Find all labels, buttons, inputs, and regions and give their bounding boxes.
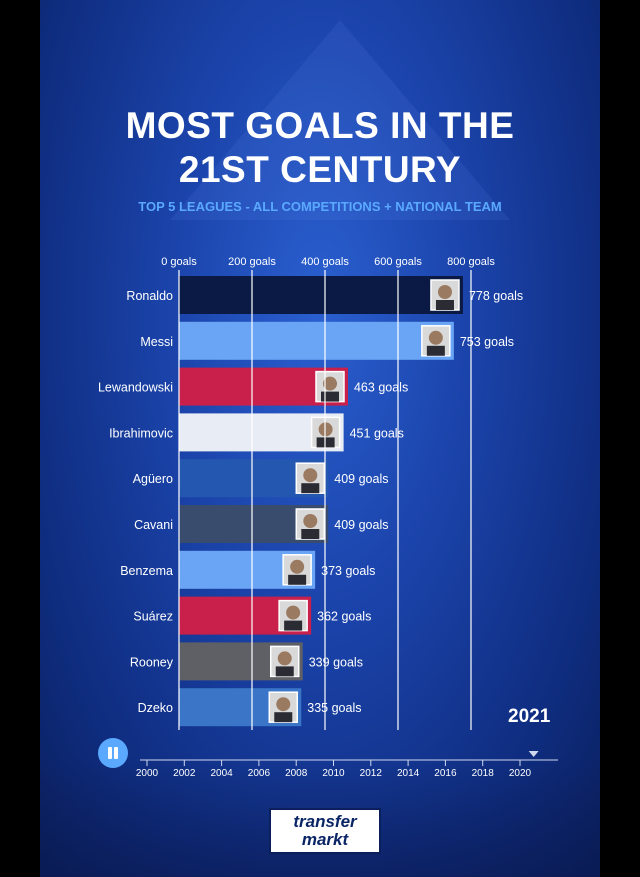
background-triangle — [170, 20, 510, 220]
category-label-7: Suárez — [133, 610, 173, 624]
current-year-label: 2021 — [508, 706, 551, 727]
chart-title: MOST GOALS IN THE 21ST CENTURY — [40, 104, 600, 192]
timeline-label-6: 2012 — [360, 768, 383, 779]
value-label-6: 373 goals — [321, 564, 375, 578]
x-tick-label-0: 0 goals — [161, 256, 197, 268]
value-label-2: 463 goals — [354, 381, 408, 395]
category-label-2: Lewandowski — [98, 381, 173, 395]
player-shirt-3 — [316, 437, 335, 448]
bar-0 — [179, 276, 463, 314]
player-shirt-2 — [320, 391, 339, 402]
value-label-7: 362 goals — [317, 610, 371, 624]
x-tick-label-4: 800 goals — [447, 256, 495, 268]
timeline-label-7: 2014 — [397, 768, 420, 779]
logo-line-2: markt — [301, 830, 349, 849]
player-face-9 — [276, 697, 291, 712]
player-shirt-5 — [301, 529, 320, 539]
timeline-marker — [528, 751, 539, 757]
player-face-1 — [428, 330, 443, 345]
player-shirt-7 — [284, 620, 303, 631]
player-shirt-1 — [426, 345, 445, 356]
player-face-4 — [303, 468, 318, 483]
player-shirt-8 — [275, 666, 294, 677]
x-tick-label-2: 400 goals — [301, 256, 349, 268]
player-shirt-0 — [435, 300, 454, 310]
pause-button[interactable] — [98, 738, 128, 768]
category-label-1: Messi — [140, 335, 173, 349]
title-line-2: 21ST CENTURY — [178, 149, 462, 190]
bar-1 — [179, 321, 454, 360]
transfermarkt-logo: transfer markt — [269, 808, 381, 854]
player-shirt-4 — [301, 483, 320, 494]
value-label-4: 409 goals — [334, 472, 388, 486]
value-label-8: 339 goals — [309, 655, 363, 669]
player-face-8 — [277, 651, 292, 666]
player-shirt-6 — [288, 574, 307, 585]
timeline-label-3: 2006 — [248, 768, 271, 779]
category-label-6: Benzema — [120, 564, 173, 578]
value-label-9: 335 goals — [307, 701, 361, 715]
timeline-label-1: 2002 — [173, 768, 196, 779]
player-face-3 — [318, 422, 333, 437]
player-shirt-9 — [274, 712, 293, 723]
category-label-9: Dzeko — [138, 701, 173, 715]
category-label-8: Rooney — [130, 655, 174, 669]
timeline-label-4: 2008 — [285, 768, 308, 779]
x-tick-label-1: 200 goals — [228, 256, 276, 268]
category-label-4: Agüero — [133, 472, 173, 486]
logo-line-1: transfer — [293, 812, 357, 831]
infographic-canvas: MOST GOALS IN THE 21ST CENTURY TOP 5 LEA… — [40, 0, 600, 877]
player-face-5 — [303, 514, 318, 528]
player-face-7 — [286, 605, 301, 620]
pause-icon-bar — [114, 747, 118, 759]
x-tick-label-3: 600 goals — [374, 256, 422, 268]
player-face-6 — [290, 559, 305, 574]
timeline-label-5: 2010 — [322, 768, 345, 779]
value-label-5: 409 goals — [334, 518, 388, 532]
value-label-3: 451 goals — [350, 426, 404, 440]
title-line-1: MOST GOALS IN THE — [125, 105, 515, 146]
category-label-0: Ronaldo — [126, 289, 173, 303]
timeline-label-0: 2000 — [136, 768, 159, 779]
value-label-1: 753 goals — [460, 335, 514, 349]
player-face-0 — [437, 285, 452, 299]
timeline-label-2: 2004 — [210, 768, 233, 779]
category-label-5: Cavani — [134, 518, 173, 532]
value-label-0: 778 goals — [469, 289, 523, 303]
timeline-label-8: 2016 — [434, 768, 457, 779]
timeline-label-10: 2020 — [509, 768, 532, 779]
pause-icon — [108, 747, 112, 759]
category-label-3: Ibrahimovic — [109, 426, 173, 440]
chart-subtitle: TOP 5 LEAGUES - ALL COMPETITIONS + NATIO… — [138, 199, 502, 214]
player-face-2 — [322, 376, 337, 391]
bar-chart: Ronaldo 778 goals Messi 753 goals Lewandowsk… — [98, 256, 558, 779]
timeline-label-9: 2018 — [472, 768, 495, 779]
